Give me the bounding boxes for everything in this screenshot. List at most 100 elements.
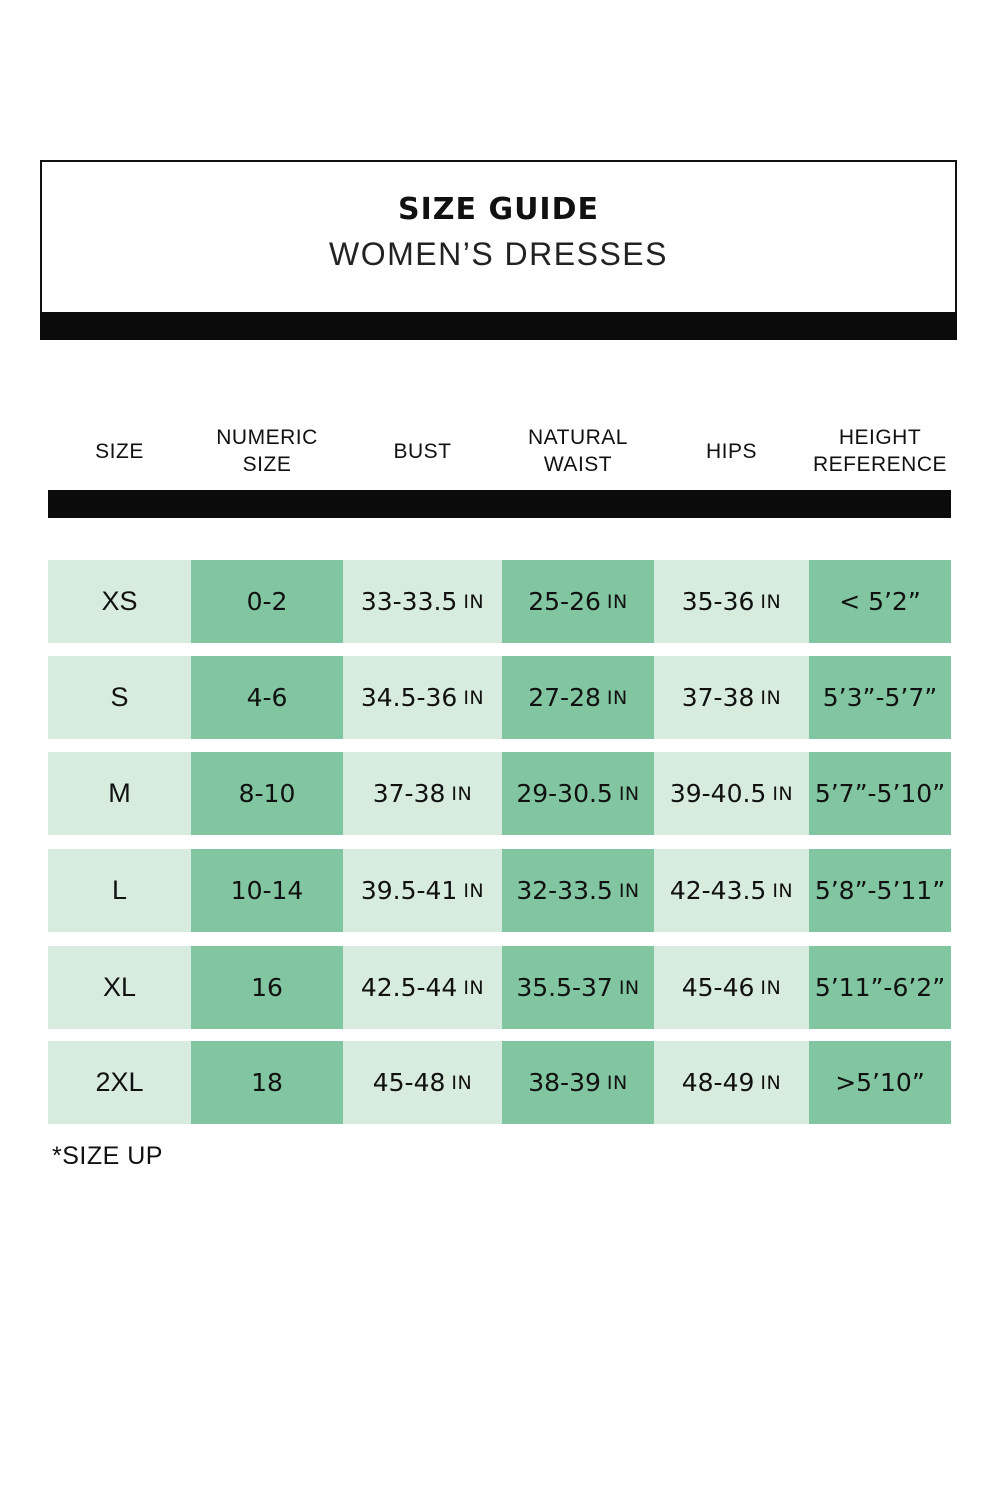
unit-label: IN (463, 590, 485, 613)
cell-size-value: 2XL (95, 1067, 144, 1097)
cell-numeric-size: 18 (191, 1041, 343, 1124)
cell-numeric-size-value: 10-14 (230, 876, 304, 905)
cell-hips: 35-36 IN (654, 560, 809, 643)
cell-size: S (48, 656, 191, 739)
cell-bust: 34.5-36 IN (343, 656, 502, 739)
header-height-reference: HEIGHT REFERENCE (812, 426, 948, 476)
cell-size-value: M (108, 778, 131, 808)
cell-hips-value: 37-38 (681, 683, 755, 712)
cell-bust-value: 39.5-41 (360, 876, 458, 905)
cell-numeric-size: 4-6 (191, 656, 343, 739)
page-subtitle: WOMEN’S DRESSES (329, 236, 668, 272)
cell-numeric-size-value: 16 (251, 973, 283, 1002)
table-row: 2XL 18 45-48 IN 38-39 IN 48-49 IN >5’10” (48, 1041, 951, 1124)
cell-size-value: L (111, 875, 128, 905)
cell-bust-value: 42.5-44 (360, 973, 458, 1002)
cell-hips-value: 39-40.5 (669, 779, 767, 808)
cell-bust: 45-48 IN (343, 1041, 502, 1124)
header-bust: BUST (393, 439, 452, 463)
header-divider-bar (48, 490, 951, 518)
cell-natural-waist-value: 27-28 (528, 683, 601, 712)
unit-label: IN (463, 976, 485, 999)
cell-height-reference-value: 5’7”-5’10” (814, 779, 946, 808)
cell-hips: 45-46 IN (654, 946, 809, 1029)
cell-height-reference-value: 5’8”-5’11” (814, 876, 946, 905)
header-size: SIZE (95, 439, 144, 463)
cell-numeric-size-value: 8-10 (238, 779, 296, 808)
cell-natural-waist: 38-39 IN (502, 1041, 654, 1124)
table-header-row: SIZE NUMERIC SIZE BUST NATURAL WAIST HIP… (48, 418, 951, 484)
cell-height-reference: 5’8”-5’11” (809, 849, 951, 932)
table-row: M 8-10 37-38 IN 29-30.5 IN 39-40.5 IN 5’7”-5’10” (48, 752, 951, 835)
cell-natural-waist: 25-26 IN (502, 560, 654, 643)
cell-hips: 39-40.5 IN (654, 752, 809, 835)
unit-label: IN (618, 976, 640, 999)
cell-bust: 33-33.5 IN (343, 560, 502, 643)
cell-natural-waist: 27-28 IN (502, 656, 654, 739)
header-hips: HIPS (705, 439, 757, 463)
table-row: XL 16 42.5-44 IN 35.5-37 IN 45-46 IN 5’11”-6’2” (48, 946, 951, 1029)
unit-label: IN (451, 1071, 473, 1094)
cell-height-reference: < 5’2” (809, 560, 951, 643)
page-title: SIZE GUIDE (397, 192, 599, 227)
cell-natural-waist-value: 35.5-37 (516, 973, 613, 1002)
cell-hips: 48-49 IN (654, 1041, 809, 1124)
unit-label: IN (618, 879, 640, 902)
cell-bust-value: 45-48 (372, 1068, 446, 1097)
cell-size-value: S (110, 682, 129, 712)
cell-height-reference-value: 5’3”-5’7” (822, 683, 938, 712)
cell-size: M (48, 752, 191, 835)
cell-natural-waist: 35.5-37 IN (502, 946, 654, 1029)
cell-size: XS (48, 560, 191, 643)
cell-height-reference: 5’3”-5’7” (809, 656, 951, 739)
cell-hips-value: 45-46 (681, 973, 755, 1002)
cell-size: XL (48, 946, 191, 1029)
cell-hips-value: 35-36 (681, 587, 755, 616)
cell-size: 2XL (48, 1041, 191, 1124)
cell-numeric-size-value: 0-2 (246, 587, 288, 616)
cell-natural-waist-value: 29-30.5 (516, 779, 613, 808)
cell-height-reference: 5’11”-6’2” (809, 946, 951, 1029)
cell-hips: 37-38 IN (654, 656, 809, 739)
cell-numeric-size: 16 (191, 946, 343, 1029)
cell-hips-value: 42-43.5 (669, 876, 767, 905)
unit-label: IN (760, 1071, 782, 1094)
unit-label: IN (463, 686, 485, 709)
unit-label: IN (772, 879, 794, 902)
unit-label: IN (606, 1071, 628, 1094)
unit-label: IN (606, 590, 628, 613)
cell-natural-waist-value: 32-33.5 (516, 876, 613, 905)
cell-bust-value: 37-38 (372, 779, 446, 808)
table-row: XS 0-2 33-33.5 IN 25-26 IN 35-36 IN < 5’2” (48, 560, 951, 643)
unit-label: IN (463, 879, 485, 902)
cell-hips-value: 48-49 (681, 1068, 755, 1097)
cell-height-reference-value: < 5’2” (839, 587, 921, 616)
cell-natural-waist: 29-30.5 IN (502, 752, 654, 835)
cell-bust-value: 34.5-36 (360, 683, 458, 712)
cell-bust: 37-38 IN (343, 752, 502, 835)
footnote: *SIZE UP (52, 1142, 163, 1170)
cell-natural-waist: 32-33.5 IN (502, 849, 654, 932)
cell-bust: 39.5-41 IN (343, 849, 502, 932)
cell-natural-waist-value: 38-39 (528, 1068, 601, 1097)
cell-numeric-size: 0-2 (191, 560, 343, 643)
unit-label: IN (606, 686, 628, 709)
cell-height-reference: 5’7”-5’10” (809, 752, 951, 835)
cell-bust-value: 33-33.5 (360, 587, 458, 616)
cell-bust: 42.5-44 IN (343, 946, 502, 1029)
cell-size: L (48, 849, 191, 932)
table-row: S 4-6 34.5-36 IN 27-28 IN 37-38 IN 5’3”-5’7” (48, 656, 951, 739)
title-box: SIZE GUIDE WOMEN’S DRESSES (40, 160, 957, 312)
cell-height-reference-value: >5’10” (835, 1068, 925, 1097)
unit-label: IN (451, 782, 473, 805)
cell-natural-waist-value: 25-26 (528, 587, 601, 616)
title-divider-bar (40, 312, 957, 340)
unit-label: IN (760, 686, 782, 709)
cell-size-value: XS (101, 586, 138, 616)
header-natural-waist: NATURAL WAIST (528, 426, 628, 476)
cell-size-value: XL (102, 972, 137, 1002)
cell-hips: 42-43.5 IN (654, 849, 809, 932)
unit-label: IN (760, 590, 782, 613)
cell-numeric-size-value: 18 (251, 1068, 283, 1097)
cell-numeric-size: 8-10 (191, 752, 343, 835)
